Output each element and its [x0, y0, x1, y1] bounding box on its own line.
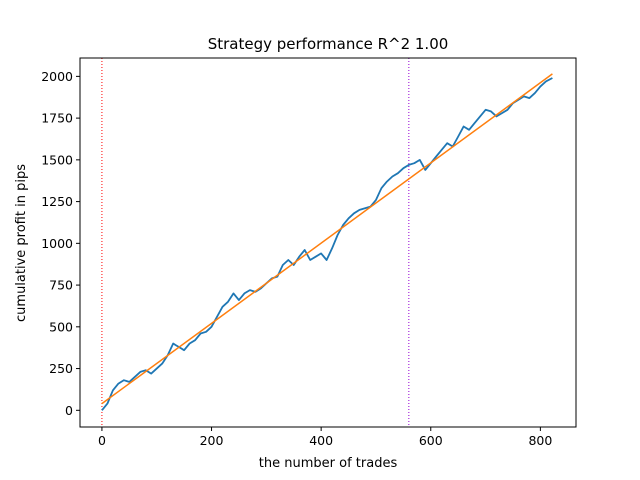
y-tick-label: 1500 — [41, 152, 73, 167]
y-tick-label: 0 — [65, 403, 73, 418]
series-line-0 — [101, 77, 553, 411]
x-tick-label: 200 — [200, 433, 224, 448]
y-tick-label: 750 — [49, 278, 73, 293]
x-axis-label: the number of trades — [259, 456, 398, 471]
x-tick-label: 600 — [419, 433, 443, 448]
y-tick-label: 2000 — [41, 69, 73, 84]
y-tick-label: 1000 — [41, 236, 73, 251]
series-line-1 — [101, 73, 553, 405]
plot-area — [101, 58, 553, 427]
y-axis: 0 250 500 750 1000 1250 1500 1750 2000 — [41, 69, 80, 418]
y-tick-label: 1250 — [41, 194, 73, 209]
y-tick-label: 250 — [49, 361, 73, 376]
x-tick-label: 800 — [528, 433, 552, 448]
plot-frame — [79, 57, 577, 428]
y-tick-label: 1750 — [41, 111, 73, 126]
y-tick-label: 500 — [49, 319, 73, 334]
x-tick-label: 400 — [309, 433, 333, 448]
x-tick-label: 0 — [98, 433, 106, 448]
y-axis-label: cumulative profit in pips — [14, 164, 29, 322]
x-axis: 0 200 400 600 800 — [98, 427, 552, 448]
chart-title: Strategy performance R^2 1.00 — [208, 35, 449, 53]
